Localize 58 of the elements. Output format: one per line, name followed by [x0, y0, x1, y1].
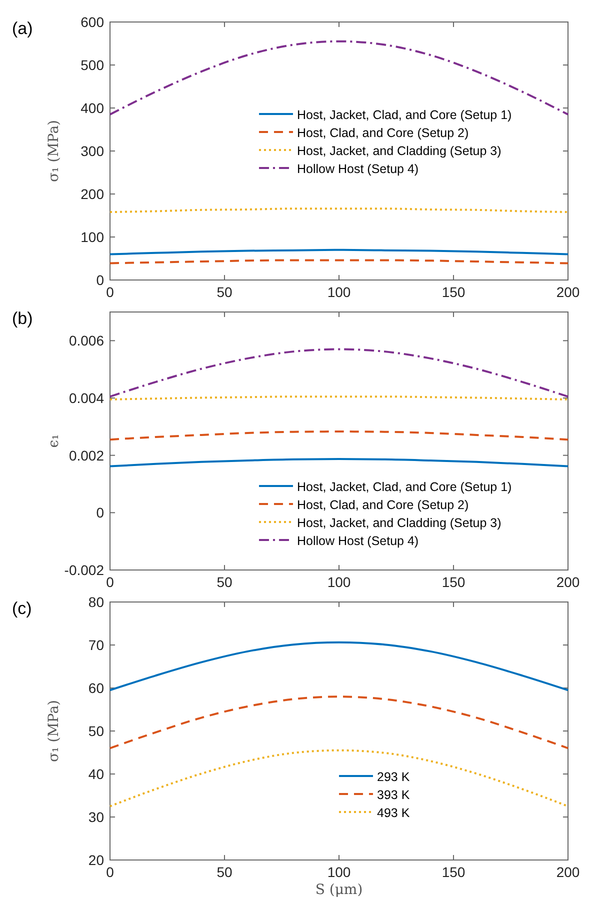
- x-tick-label: 150: [442, 864, 466, 880]
- y-tick-label: 100: [80, 229, 104, 245]
- line-series: [109, 348, 569, 398]
- x-tick-label: 200: [556, 284, 580, 300]
- y-tick-label: 300: [80, 143, 104, 159]
- legend-label: Host, Jacket, and Cladding (Setup 3): [297, 516, 502, 530]
- chart-title: (c): [12, 599, 32, 618]
- legend-label: 293 K: [377, 770, 410, 784]
- y-axis-title: σ₁ (MPa): [46, 120, 62, 182]
- y-tick-label: 40: [88, 766, 104, 782]
- x-tick-label: 100: [327, 574, 351, 590]
- legend-label: Hollow Host (Setup 4): [297, 162, 419, 176]
- y-axis-title: ϵ₁: [46, 434, 62, 448]
- x-tick-label: 150: [442, 574, 466, 590]
- x-tick-label: 100: [327, 864, 351, 880]
- x-axis-title: S (μm): [315, 882, 363, 898]
- y-tick-label: 400: [80, 100, 104, 116]
- chart-title: (a): [12, 19, 33, 38]
- y-axis-title: σ₁ (MPa): [46, 700, 62, 762]
- x-tick-label: 50: [216, 284, 232, 300]
- x-tick-label: 0: [106, 574, 114, 590]
- y-tick-label: 200: [80, 186, 104, 202]
- line-series: [109, 749, 569, 808]
- y-tick-label: 500: [80, 57, 104, 73]
- legend-label: 493 K: [377, 806, 410, 820]
- y-tick-label: -0.002: [64, 562, 104, 578]
- line-series: [109, 641, 569, 692]
- legend-label: Host, Jacket, Clad, and Core (Setup 1): [297, 108, 512, 122]
- legend-label: Host, Clad, and Core (Setup 2): [297, 126, 469, 140]
- y-tick-label: 0.002: [68, 447, 104, 464]
- y-tick-label: 0.004: [68, 390, 104, 406]
- line-series: [109, 430, 569, 441]
- y-tick-label: 60: [88, 680, 104, 696]
- y-tick-label: 50: [88, 723, 104, 739]
- legend-label: Host, Clad, and Core (Setup 2): [297, 498, 469, 512]
- x-tick-label: 50: [216, 574, 232, 590]
- legend-label: Host, Jacket, and Cladding (Setup 3): [297, 144, 502, 158]
- x-tick-label: 0: [106, 864, 114, 880]
- x-tick-label: 50: [216, 864, 232, 880]
- y-tick-label: 0.006: [68, 332, 104, 349]
- legend-label: 393 K: [377, 788, 410, 802]
- y-tick-label: 600: [80, 14, 104, 30]
- legend-label: Hollow Host (Setup 4): [297, 534, 419, 548]
- x-tick-label: 200: [556, 864, 580, 880]
- x-tick-label: 200: [556, 574, 580, 590]
- legend-label: Host, Jacket, Clad, and Core (Setup 1): [297, 480, 512, 494]
- x-tick-label: 0: [106, 284, 114, 300]
- x-tick-label: 150: [442, 284, 466, 300]
- y-tick-label: 0: [96, 504, 104, 521]
- x-tick-label: 100: [327, 284, 351, 300]
- y-tick-label: 80: [88, 594, 104, 610]
- line-series: [109, 458, 569, 468]
- chart-title: (b): [12, 309, 33, 328]
- y-tick-label: 70: [88, 637, 104, 653]
- y-tick-label: 20: [88, 852, 104, 868]
- line-series: [109, 696, 569, 750]
- y-tick-label: 30: [88, 809, 104, 825]
- y-tick-label: 0: [96, 272, 104, 288]
